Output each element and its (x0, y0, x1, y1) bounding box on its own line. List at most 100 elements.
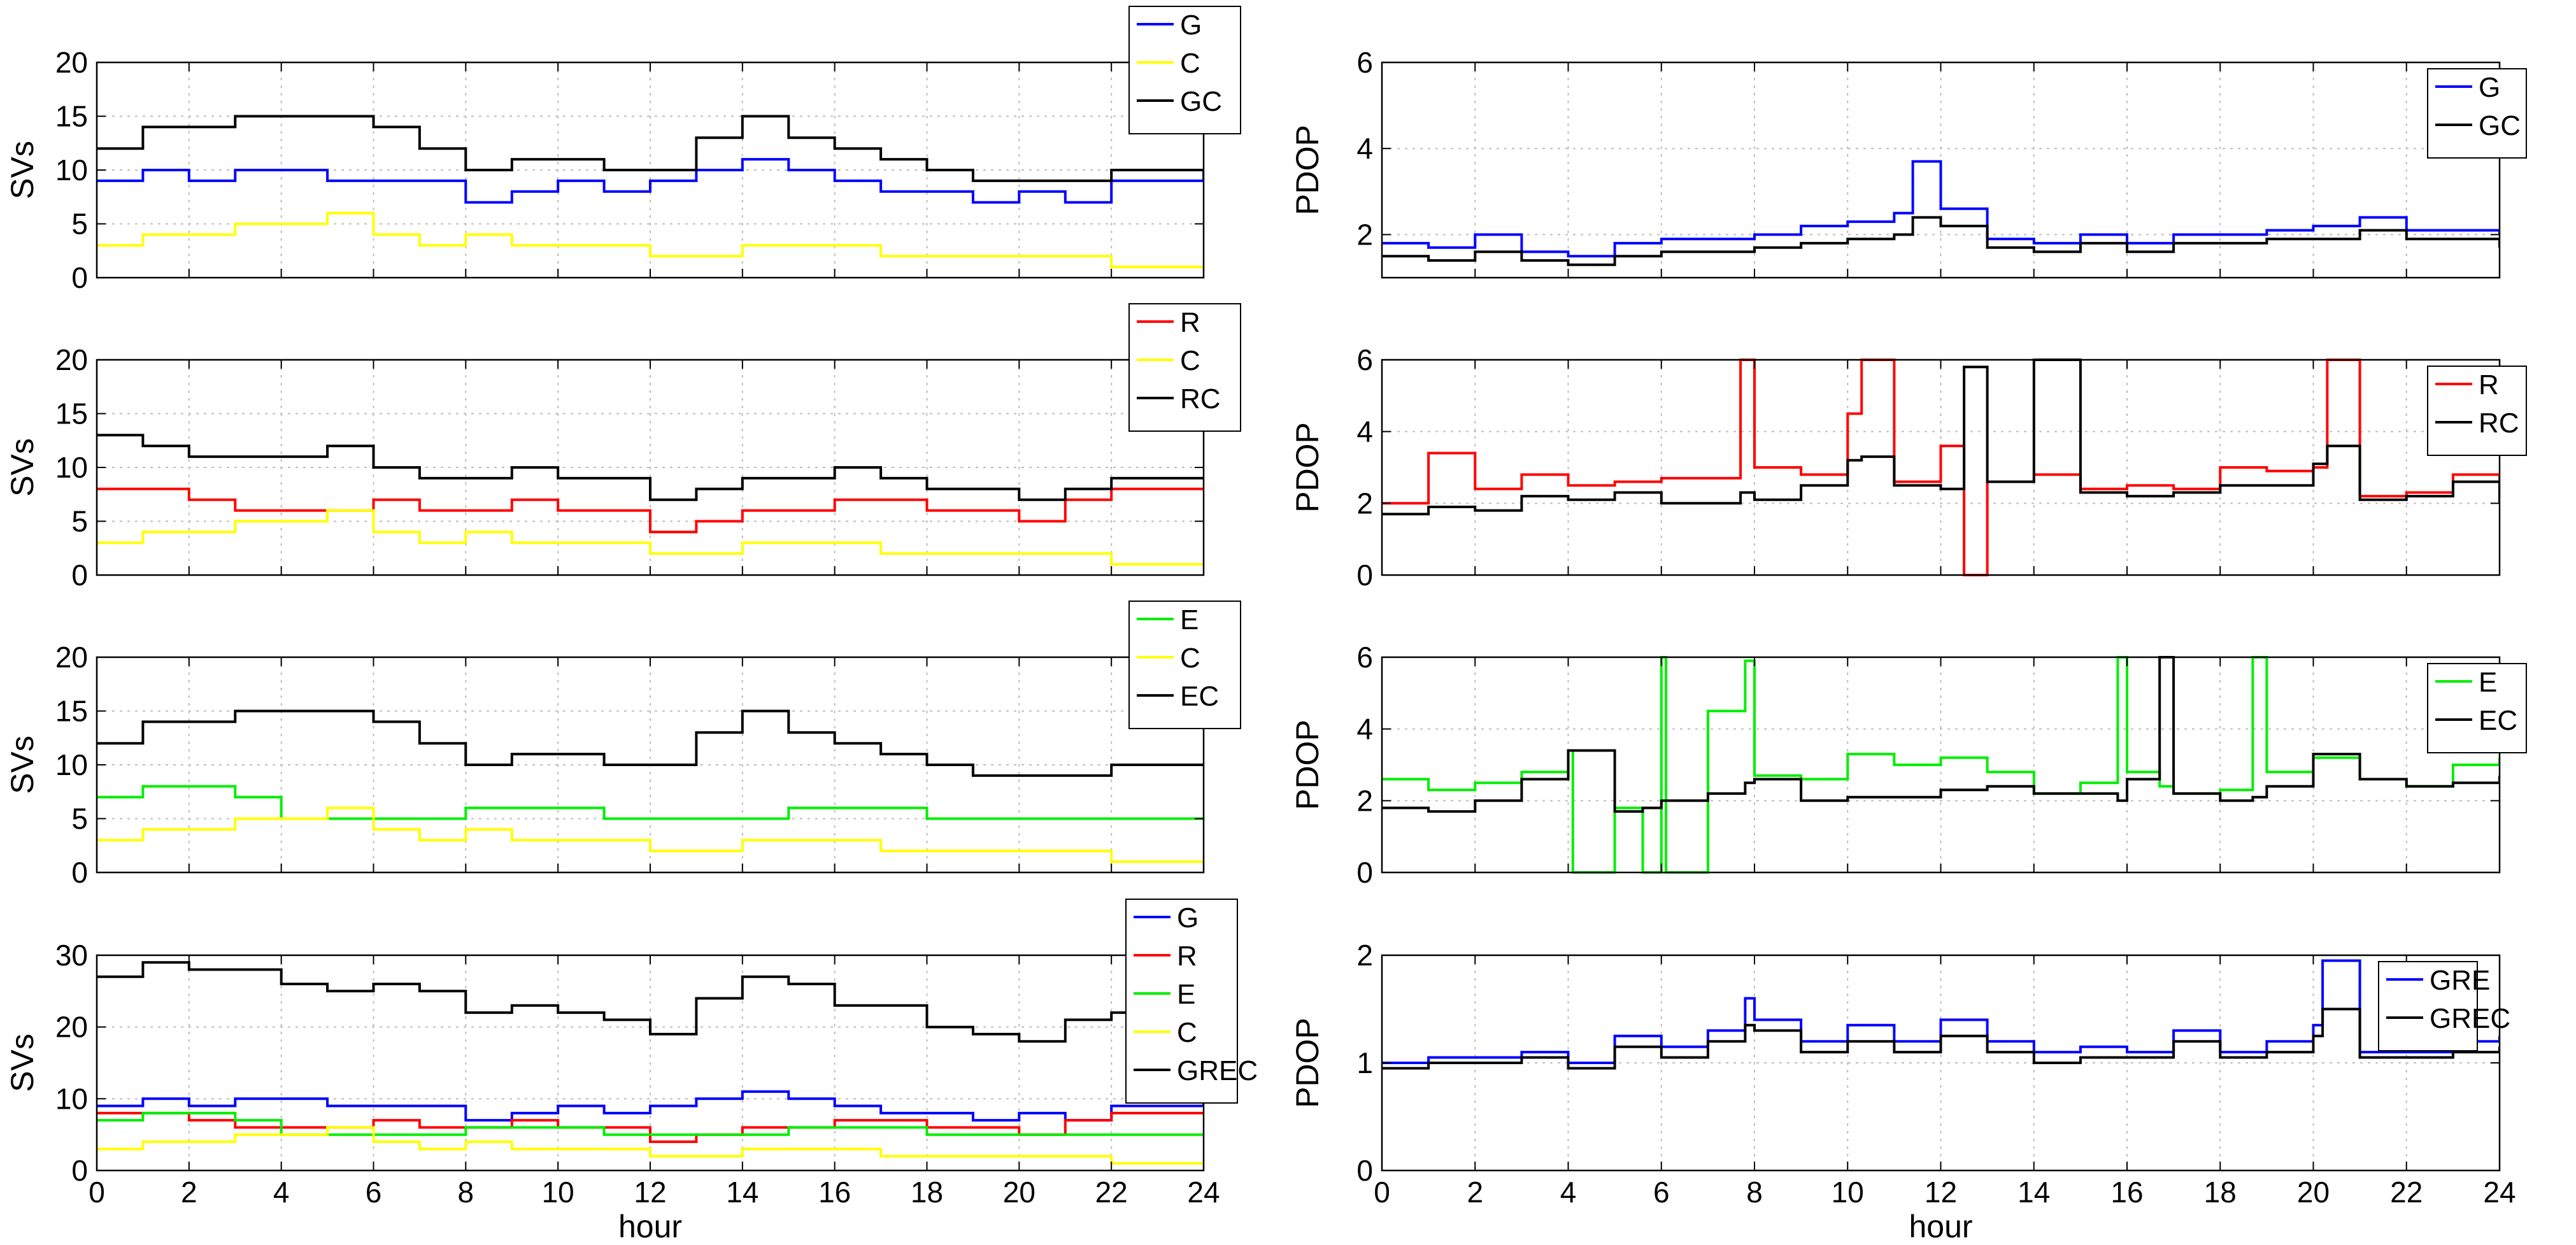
legend-box (1128, 601, 1241, 729)
y-axis-label: SVs (4, 141, 40, 199)
legend-label-rc: RC (1180, 383, 1221, 415)
y-axis-label: PDOP (1290, 125, 1325, 215)
x-tick-label: 22 (1095, 1176, 1128, 1209)
x-axis-label: hour (1909, 1209, 1972, 1244)
y-tick-label: 15 (55, 100, 88, 133)
legend-label-gc: GC (1180, 86, 1222, 117)
subplot-2: 0 5 10 15 20 SVs RC RC (4, 303, 1241, 592)
series-line-e (97, 1111, 1204, 1136)
x-tick-label: 6 (366, 1176, 382, 1209)
series-line-rc (97, 434, 1204, 501)
x-tick-label: 14 (726, 1176, 758, 1209)
y-tick-label: 15 (55, 695, 88, 728)
legend-label-c: C (1180, 643, 1200, 674)
y-axis-label: PDOP (1290, 1018, 1325, 1108)
legend-label-rc: RC (2479, 408, 2519, 439)
legend-label-g: G (1177, 902, 1199, 934)
series-line-grec (1382, 1007, 2500, 1070)
y-tick-label: 4 (1356, 132, 1373, 165)
legend-label-c: C (1180, 345, 1200, 376)
series-line-g (97, 158, 1204, 204)
x-tick-label: 2 (181, 1176, 197, 1209)
y-tick-label: 20 (55, 343, 88, 376)
legend-label-c: C (1180, 48, 1200, 79)
x-tick-label: 0 (1374, 1176, 1390, 1209)
y-tick-label: 2 (1356, 487, 1373, 520)
subplot-1: 0 5 10 15 20 SVs GC GC (4, 6, 1241, 294)
x-tick-label: 2 (1467, 1176, 1483, 1209)
x-tick-label: 8 (458, 1176, 474, 1209)
y-tick-label: 20 (55, 641, 88, 674)
y-tick-label: 0 (71, 261, 88, 294)
y-tick-label: 5 (71, 505, 88, 538)
legend-label-gc: GC (2479, 110, 2521, 141)
legend-label-g: G (2479, 72, 2500, 103)
y-tick-label: 0 (71, 558, 88, 592)
subplot-4: 0 2 4 6 8 10 12 14 16 18 20 22 240102030SVshourGRECG… (4, 899, 1258, 1244)
x-tick-label: 14 (2017, 1176, 2050, 1209)
series-line-g (1382, 160, 2500, 258)
legend: EC EC (1128, 601, 1241, 729)
y-tick-label: 2 (1356, 939, 1373, 972)
y-tick-label: 6 (1356, 46, 1373, 79)
series-line-c (97, 211, 1204, 269)
legend-label-r: R (1177, 941, 1197, 972)
y-axis-label: SVs (4, 736, 40, 794)
legend-label-g: G (1180, 10, 1202, 41)
y-axis-label: PDOP (1290, 720, 1325, 810)
series-line-r (97, 487, 1204, 534)
x-tick-label: 16 (818, 1176, 851, 1209)
x-tick-label: 24 (1187, 1176, 1220, 1209)
legend-label-gre: GRE (2430, 965, 2490, 996)
legend-label-ec: EC (1180, 681, 1219, 712)
legend-box (2427, 366, 2527, 456)
y-tick-label: 10 (55, 153, 88, 187)
legend-label-r: R (1180, 307, 1200, 338)
legend-box (2427, 68, 2527, 159)
legend-box (2378, 961, 2478, 1051)
subplot-7: 0 2 4 6 PDOP E EC (1290, 641, 2527, 889)
x-tick-label: 16 (2110, 1176, 2143, 1209)
legend-label-grec: GREC (1177, 1055, 1258, 1086)
legend-label-e: E (1180, 604, 1199, 636)
y-tick-label: 0 (1356, 558, 1373, 592)
y-tick-label: 20 (55, 46, 88, 79)
series-line-e (97, 785, 1204, 820)
y-tick-label: 0 (1356, 1154, 1373, 1187)
y-axis-label: SVs (4, 438, 40, 497)
y-tick-label: 10 (55, 1082, 88, 1115)
series-line-c (97, 806, 1204, 864)
x-tick-label: 6 (1653, 1176, 1670, 1209)
series-line-gc (97, 115, 1204, 182)
x-tick-label: 10 (542, 1176, 574, 1209)
legend-label-grec: GREC (2430, 1003, 2510, 1034)
x-tick-label: 22 (2390, 1176, 2423, 1209)
x-tick-label: 24 (2483, 1176, 2516, 1209)
y-tick-label: 0 (1356, 856, 1373, 889)
y-tick-label: 1 (1356, 1046, 1373, 1079)
y-tick-label: 20 (55, 1011, 88, 1044)
legend: GREC GREC (1125, 899, 1258, 1104)
legend-box (1128, 6, 1241, 134)
series-line-c (97, 509, 1204, 566)
x-tick-label: 4 (1560, 1176, 1577, 1209)
subplot-6: 0 2 4 6 PDOP R RC (1290, 343, 2527, 592)
legend-label-r: R (2479, 369, 2499, 401)
y-axis-label: SVs (4, 1034, 40, 1092)
legend-label-e: E (1177, 979, 1195, 1010)
legend: RC RC (1128, 303, 1241, 432)
y-tick-label: 10 (55, 748, 88, 781)
subplot-5: 2 4 6 PDOP G GC (1290, 46, 2527, 279)
series-line-c (97, 1126, 1204, 1165)
y-tick-label: 0 (71, 1154, 88, 1187)
legend-box (1128, 303, 1241, 432)
y-tick-label: 6 (1356, 641, 1373, 674)
series-line-gc (1382, 216, 2500, 266)
x-tick-label: 20 (1003, 1176, 1035, 1209)
series-line-rc (1382, 359, 2500, 516)
y-tick-label: 4 (1356, 415, 1373, 448)
y-tick-label: 5 (71, 208, 88, 241)
y-tick-label: 5 (71, 802, 88, 836)
x-axis-label: hour (618, 1209, 682, 1244)
